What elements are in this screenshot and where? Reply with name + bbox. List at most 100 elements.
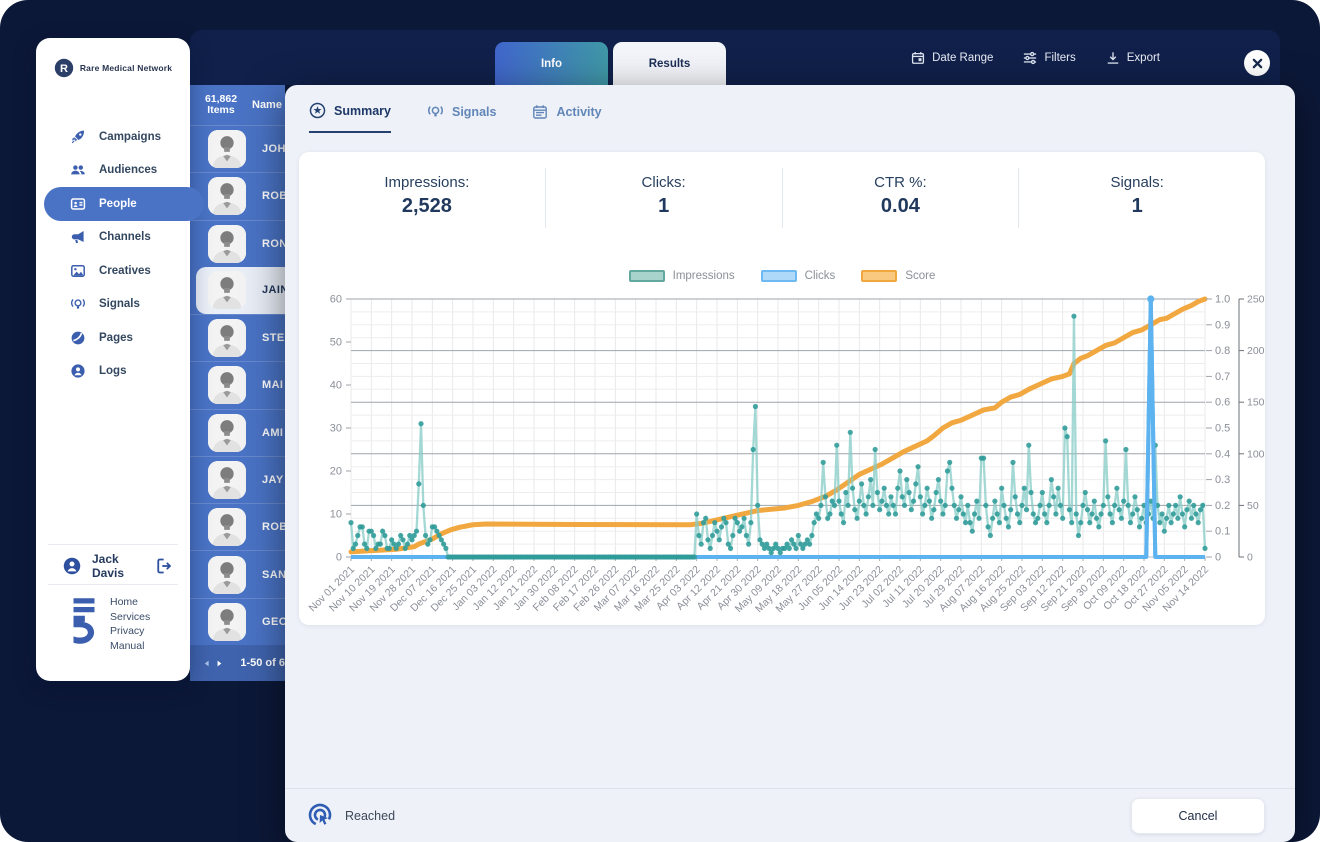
chevron-right-icon[interactable] bbox=[217, 658, 222, 669]
download-icon bbox=[1107, 51, 1118, 64]
svg-text:0.7: 0.7 bbox=[1215, 371, 1230, 383]
sidebar-footer: Home Services Privacy Manual bbox=[70, 596, 150, 653]
globe-icon bbox=[71, 331, 85, 345]
sidebar-item-pages[interactable]: Pages bbox=[36, 321, 190, 355]
svg-text:0.3: 0.3 bbox=[1215, 474, 1230, 486]
sidebar-item-campaigns[interactable]: Campaigns bbox=[36, 120, 190, 154]
list-item[interactable]: RON bbox=[190, 219, 285, 267]
link-manual[interactable]: Manual bbox=[110, 639, 145, 652]
person-name: STE bbox=[262, 332, 285, 345]
image-icon bbox=[71, 264, 85, 277]
stat-value: 0.04 bbox=[880, 195, 920, 217]
stat-value: 2,528 bbox=[401, 195, 452, 217]
summary-card: Impressions: 2,528 Clicks: 1 CTR %: 0.04… bbox=[299, 152, 1265, 625]
brand-logo-icon: R bbox=[54, 58, 74, 78]
avatar bbox=[208, 177, 246, 216]
sidebar-nav: Campaigns Audiences People Channels Crea… bbox=[36, 120, 204, 389]
list-item[interactable]: STE bbox=[190, 314, 285, 361]
items-count: 61,862 Items bbox=[204, 92, 238, 116]
sidebar-item-label: Campaigns bbox=[99, 130, 161, 143]
footer-links: Home Services Privacy Manual bbox=[110, 596, 150, 653]
close-button[interactable] bbox=[1244, 50, 1270, 76]
tab-signals[interactable]: Signals bbox=[427, 98, 496, 133]
tab-results[interactable]: Results bbox=[613, 42, 726, 85]
tab-activity[interactable]: Activity bbox=[532, 98, 602, 133]
sidebar-item-logs[interactable]: Logs bbox=[36, 355, 190, 389]
svg-text:250: 250 bbox=[1247, 294, 1265, 306]
svg-text:R: R bbox=[60, 63, 68, 75]
cancel-button[interactable]: Cancel bbox=[1131, 797, 1265, 834]
pagination-bar: 1-50 of 6 bbox=[190, 645, 285, 681]
svg-text:0: 0 bbox=[1247, 552, 1253, 564]
tab-label: Activity bbox=[556, 104, 602, 119]
sidebar-item-signals[interactable]: Signals bbox=[36, 288, 190, 322]
svg-text:30: 30 bbox=[330, 423, 342, 435]
svg-text:0: 0 bbox=[1215, 552, 1221, 564]
sidebar-item-label: Audiences bbox=[99, 164, 158, 177]
tab-label: Summary bbox=[334, 103, 391, 118]
avatar bbox=[208, 555, 246, 594]
sidebar-item-label: Creatives bbox=[99, 264, 151, 277]
legend-impressions: Impressions bbox=[628, 270, 735, 282]
list-item[interactable]: JAIN bbox=[196, 266, 285, 315]
legend-swatch bbox=[861, 270, 898, 282]
sidebar-item-channels[interactable]: Channels bbox=[36, 221, 190, 255]
user-circle-icon bbox=[63, 557, 81, 575]
svg-text:40: 40 bbox=[330, 380, 342, 392]
chevron-left-icon[interactable] bbox=[204, 658, 209, 669]
sidebar-item-creatives[interactable]: Creatives bbox=[36, 254, 190, 288]
person-name: MAI bbox=[262, 379, 284, 392]
svg-text:0.4: 0.4 bbox=[1215, 448, 1230, 460]
avatar bbox=[208, 319, 246, 358]
calendar-icon bbox=[533, 104, 548, 119]
megaphone-icon bbox=[71, 231, 84, 244]
date-range-button[interactable]: Date Range bbox=[911, 51, 993, 65]
sidebar-item-label: Pages bbox=[99, 331, 133, 344]
list-item[interactable]: JOH bbox=[190, 125, 285, 172]
list-item[interactable]: GEO bbox=[190, 597, 285, 645]
sidebar-item-label: People bbox=[99, 197, 137, 210]
list-item[interactable]: AMI bbox=[190, 408, 285, 456]
export-button[interactable]: Export bbox=[1106, 51, 1160, 65]
list-item[interactable]: ROB bbox=[190, 503, 285, 550]
svg-text:200: 200 bbox=[1247, 345, 1265, 357]
star-circle-icon bbox=[309, 102, 326, 119]
sidebar-item-label: Signals bbox=[99, 298, 140, 311]
filters-button[interactable]: Filters bbox=[1023, 51, 1076, 65]
link-services[interactable]: Services bbox=[110, 610, 151, 623]
link-privacy[interactable]: Privacy bbox=[110, 625, 145, 637]
user-circle-icon bbox=[71, 364, 85, 378]
person-name: AMI bbox=[262, 426, 284, 439]
tab-summary[interactable]: Summary bbox=[309, 98, 391, 133]
person-name: JAY bbox=[262, 473, 284, 486]
people-list-header: 61,862 Items Name bbox=[190, 85, 285, 125]
click-reach-icon bbox=[308, 803, 332, 826]
logout-icon[interactable] bbox=[156, 557, 174, 575]
person-name: SAN bbox=[262, 568, 285, 581]
users-icon bbox=[71, 165, 85, 175]
list-item[interactable]: MAI bbox=[190, 361, 285, 408]
reached-status: Reached bbox=[307, 802, 395, 830]
stat-ctr: CTR %: 0.04 bbox=[781, 168, 1019, 228]
sidebar-item-people[interactable]: People bbox=[44, 187, 204, 221]
legend-score: Score bbox=[861, 270, 935, 282]
id-card-icon bbox=[70, 198, 86, 210]
svg-text:0: 0 bbox=[336, 552, 342, 564]
svg-text:20: 20 bbox=[330, 466, 342, 478]
avatar bbox=[208, 508, 246, 547]
signal-bulb-icon bbox=[427, 106, 443, 117]
legend-swatch bbox=[760, 270, 797, 282]
brand: R Rare Medical Network bbox=[36, 38, 190, 78]
sidebar: R Rare Medical Network Campaigns Audienc… bbox=[36, 38, 204, 681]
brand-name: Rare Medical Network bbox=[79, 63, 173, 73]
list-item[interactable]: SAN bbox=[190, 550, 285, 597]
rocket-icon bbox=[71, 130, 85, 143]
list-item[interactable]: ROB bbox=[190, 172, 285, 219]
tab-info[interactable]: Info bbox=[495, 42, 608, 85]
sidebar-item-audiences[interactable]: Audiences bbox=[36, 154, 190, 188]
avatar bbox=[208, 130, 246, 169]
svg-text:0.6: 0.6 bbox=[1215, 397, 1230, 409]
list-item[interactable]: JAY bbox=[190, 455, 285, 503]
link-home[interactable]: Home bbox=[110, 596, 139, 608]
